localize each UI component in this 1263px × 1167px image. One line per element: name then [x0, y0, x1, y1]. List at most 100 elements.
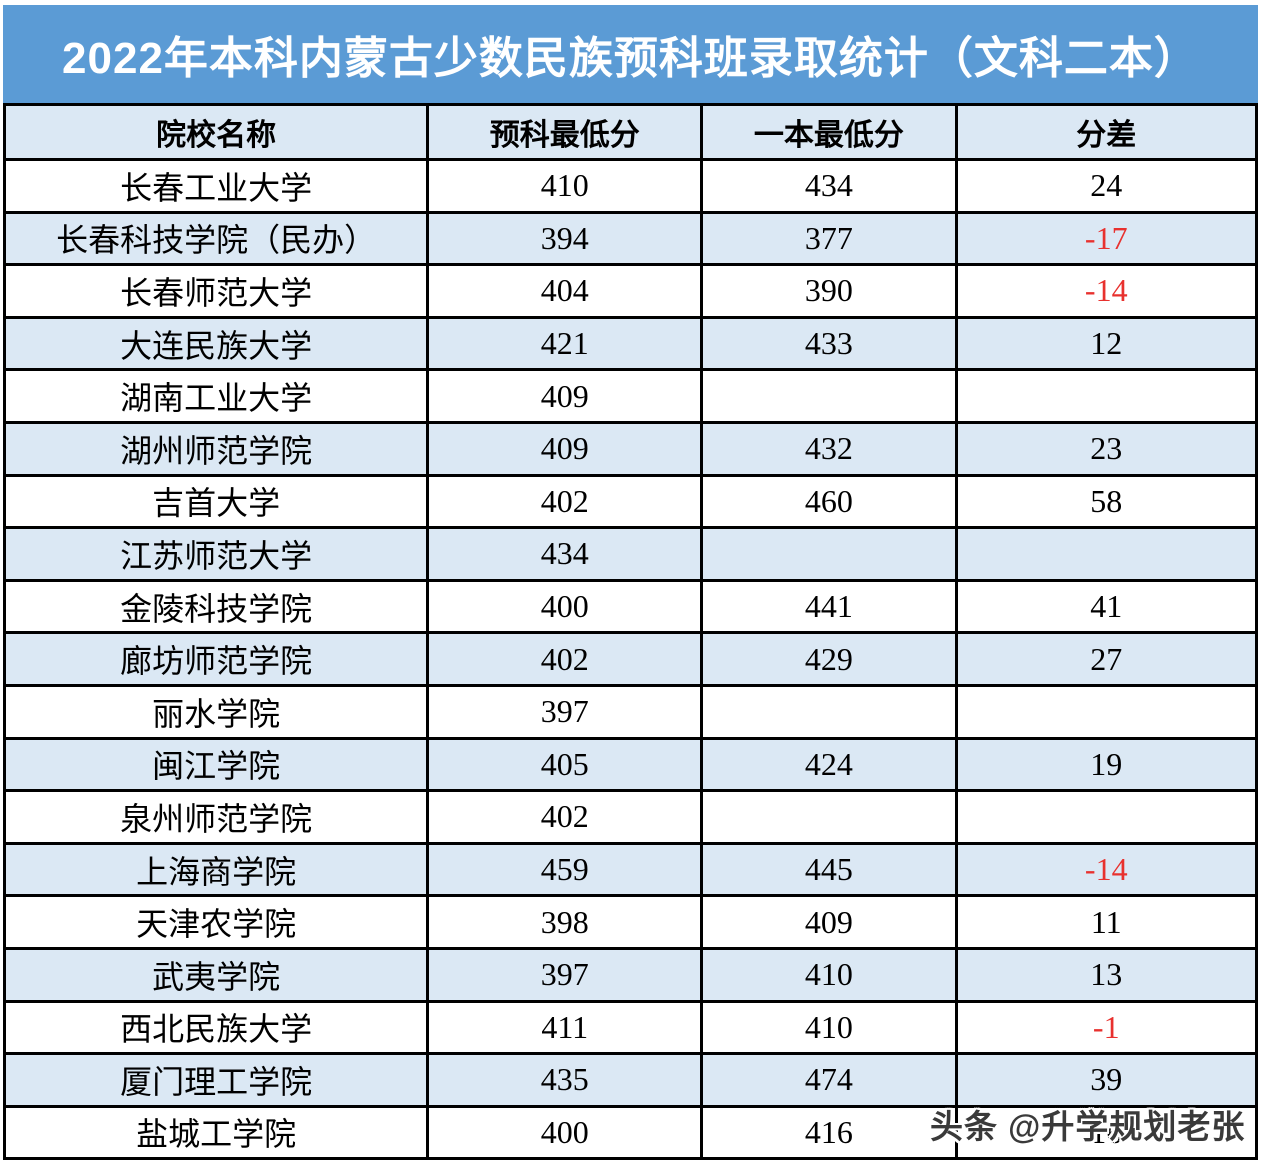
first-tier-min-score: 460: [700, 473, 958, 530]
table-body: 长春工业大学 410 434 24 长春科技学院（民办） 394 377 -17 长春师范大学 4…: [2, 158, 1258, 1161]
prep-min-score: 400: [426, 578, 704, 635]
score-diff: 23: [954, 420, 1258, 477]
score-diff: [954, 368, 1258, 424]
school-name: 上海商学院: [2, 841, 430, 898]
prep-min-score: 402: [426, 789, 704, 845]
first-tier-min-score: 474: [700, 1052, 958, 1108]
prep-min-score: 435: [426, 1052, 704, 1108]
admission-stats-table: 院校名称 预科最低分 一本最低分 分差 长春工业大学 410 434 24 长春科技学院…: [2, 103, 1258, 1161]
table-row: 江苏师范大学 434: [2, 526, 1258, 582]
score-diff: 11: [954, 894, 1258, 950]
watermark: 头条 @升学规划老张: [930, 1108, 1246, 1145]
score-diff: 13: [954, 946, 1258, 1003]
column-header-first-tier-min: 一本最低分: [700, 103, 958, 161]
first-tier-min-score: 441: [700, 578, 958, 635]
table-row: 闽江学院 405 424 19: [2, 736, 1258, 793]
school-name: 吉首大学: [2, 473, 430, 530]
first-tier-min-score: [700, 368, 958, 424]
page-title: 2022年本科内蒙古少数民族预科班录取统计（文科二本）: [3, 5, 1258, 103]
prep-min-score: 411: [426, 999, 704, 1056]
score-diff: -1: [954, 999, 1258, 1056]
school-name: 长春工业大学: [2, 158, 430, 214]
table-row: 厦门理工学院 435 474 39: [2, 1052, 1258, 1108]
school-name: 丽水学院: [2, 683, 430, 740]
table-row: 吉首大学 402 460 58: [2, 473, 1258, 530]
table-row: 金陵科技学院 400 441 41: [2, 578, 1258, 635]
prep-min-score: 394: [426, 210, 704, 267]
table-row: 天津农学院 398 409 11: [2, 894, 1258, 950]
school-name: 江苏师范大学: [2, 526, 430, 582]
table-row: 长春工业大学 410 434 24: [2, 158, 1258, 214]
first-tier-min-score: 424: [700, 736, 958, 793]
first-tier-min-score: 445: [700, 841, 958, 898]
table-row: 长春科技学院（民办） 394 377 -17: [2, 210, 1258, 267]
score-diff: [954, 683, 1258, 740]
school-name: 西北民族大学: [2, 999, 430, 1056]
table-row: 湖州师范学院 409 432 23: [2, 420, 1258, 477]
first-tier-min-score: 433: [700, 315, 958, 372]
prep-min-score: 409: [426, 368, 704, 424]
school-name: 厦门理工学院: [2, 1052, 430, 1108]
school-name: 长春科技学院（民办）: [2, 210, 430, 267]
school-name: 长春师范大学: [2, 263, 430, 319]
stats-card: 2022年本科内蒙古少数民族预科班录取统计（文科二本） 院校名称 预科最低分 一…: [2, 5, 1258, 1161]
score-diff: 27: [954, 631, 1258, 687]
table-row: 廊坊师范学院 402 429 27: [2, 631, 1258, 687]
score-diff: [954, 789, 1258, 845]
score-diff: -14: [954, 263, 1258, 319]
school-name: 武夷学院: [2, 946, 430, 1003]
column-header-prep-min: 预科最低分: [426, 103, 704, 161]
school-name: 金陵科技学院: [2, 578, 430, 635]
prep-min-score: 397: [426, 683, 704, 740]
prep-min-score: 405: [426, 736, 704, 793]
score-diff: 24: [954, 158, 1258, 214]
first-tier-min-score: 410: [700, 946, 958, 1003]
first-tier-min-score: [700, 789, 958, 845]
table-row: 长春师范大学 404 390 -14: [2, 263, 1258, 319]
table-row: 武夷学院 397 410 13: [2, 946, 1258, 1003]
prep-min-score: 400: [426, 1104, 704, 1161]
first-tier-min-score: 409: [700, 894, 958, 950]
first-tier-min-score: 429: [700, 631, 958, 687]
score-diff: 58: [954, 473, 1258, 530]
prep-min-score: 398: [426, 894, 704, 950]
prep-min-score: 404: [426, 263, 704, 319]
score-diff: 16: [954, 1104, 1258, 1161]
score-diff: [954, 526, 1258, 582]
school-name: 廊坊师范学院: [2, 631, 430, 687]
first-tier-min-score: 410: [700, 999, 958, 1056]
first-tier-min-score: [700, 683, 958, 740]
prep-min-score: 402: [426, 631, 704, 687]
prep-min-score: 421: [426, 315, 704, 372]
score-diff: 12: [954, 315, 1258, 372]
first-tier-min-score: 432: [700, 420, 958, 477]
column-header-score-diff: 分差: [954, 103, 1258, 161]
first-tier-min-score: 390: [700, 263, 958, 319]
school-name: 泉州师范学院: [2, 789, 430, 845]
prep-min-score: 402: [426, 473, 704, 530]
column-header-school: 院校名称: [2, 103, 430, 161]
prep-min-score: 434: [426, 526, 704, 582]
prep-min-score: 409: [426, 420, 704, 477]
table-row: 泉州师范学院 402: [2, 789, 1258, 845]
first-tier-min-score: 416: [700, 1104, 958, 1161]
school-name: 大连民族大学: [2, 315, 430, 372]
table-row: 西北民族大学 411 410 -1: [2, 999, 1258, 1056]
prep-min-score: 410: [426, 158, 704, 214]
school-name: 天津农学院: [2, 894, 430, 950]
first-tier-min-score: [700, 526, 958, 582]
first-tier-min-score: 434: [700, 158, 958, 214]
prep-min-score: 397: [426, 946, 704, 1003]
school-name: 盐城工学院: [2, 1104, 430, 1161]
table-row: 上海商学院 459 445 -14: [2, 841, 1258, 898]
prep-min-score: 459: [426, 841, 704, 898]
first-tier-min-score: 377: [700, 210, 958, 267]
score-diff: 19: [954, 736, 1258, 793]
school-name: 湖州师范学院: [2, 420, 430, 477]
score-diff: 39: [954, 1052, 1258, 1108]
table-row: 湖南工业大学 409: [2, 368, 1258, 424]
score-diff: -17: [954, 210, 1258, 267]
table-row: 盐城工学院 400 416 16: [2, 1104, 1258, 1161]
table-row: 丽水学院 397: [2, 683, 1258, 740]
school-name: 闽江学院: [2, 736, 430, 793]
